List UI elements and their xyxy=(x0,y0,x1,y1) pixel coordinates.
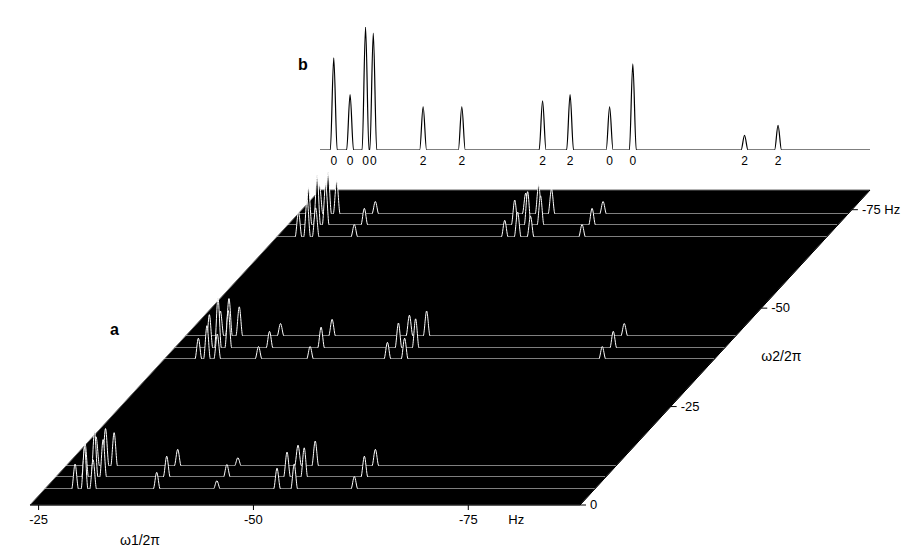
svg-text:0: 0 xyxy=(330,154,337,168)
svg-text:-25: -25 xyxy=(29,512,48,527)
svg-text:2: 2 xyxy=(775,154,782,168)
svg-text:2: 2 xyxy=(539,154,546,168)
svg-text:a: a xyxy=(110,321,119,338)
svg-text:2: 2 xyxy=(741,154,748,168)
svg-text:0: 0 xyxy=(590,497,597,512)
svg-text:-25: -25 xyxy=(681,399,700,414)
svg-text:ω2/2π: ω2/2π xyxy=(761,348,801,364)
svg-text:0: 0 xyxy=(606,154,613,168)
svg-text:0: 0 xyxy=(370,154,377,168)
svg-text:2: 2 xyxy=(420,154,427,168)
svg-text:ω1/2π: ω1/2π xyxy=(120,532,160,548)
svg-text:-50: -50 xyxy=(771,300,790,315)
svg-text:0: 0 xyxy=(362,154,369,168)
svg-text:0: 0 xyxy=(347,154,354,168)
svg-text:Hz: Hz xyxy=(508,512,524,527)
svg-text:-75: -75 xyxy=(459,512,478,527)
svg-text:b: b xyxy=(298,56,308,73)
svg-text:-75 Hz: -75 Hz xyxy=(862,202,900,217)
svg-text:-50: -50 xyxy=(244,512,263,527)
svg-text:2: 2 xyxy=(567,154,574,168)
svg-text:2: 2 xyxy=(458,154,465,168)
svg-text:0: 0 xyxy=(629,154,636,168)
